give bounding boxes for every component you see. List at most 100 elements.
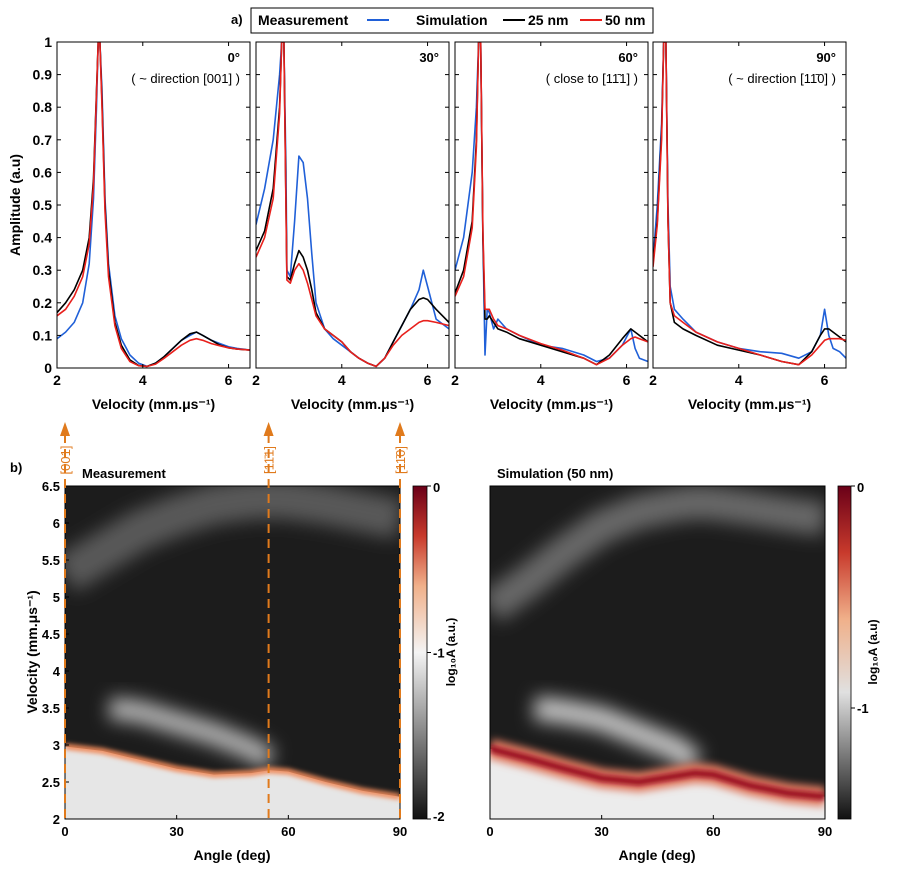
y-tick-label: 4 bbox=[53, 664, 61, 679]
direction-label: [001] bbox=[58, 446, 73, 475]
direction-label: [11̄1] bbox=[262, 446, 277, 474]
colorbar-tick-label: -2 bbox=[433, 809, 445, 824]
x-tick-label: 4 bbox=[537, 372, 545, 388]
simulation-heatmap bbox=[490, 486, 825, 819]
x-tick-label: 6 bbox=[424, 372, 432, 388]
y-tick-label: 0.2 bbox=[33, 295, 53, 311]
y-tick-label: 0.9 bbox=[33, 67, 53, 83]
y-tick-label: 6 bbox=[53, 516, 60, 531]
amplitude-axis-label: Amplitude (a.u) bbox=[7, 154, 23, 256]
x-tick-label: 90 bbox=[393, 824, 407, 839]
x-tick-label: 90 bbox=[818, 824, 832, 839]
y-tick-label: 0.5 bbox=[33, 197, 53, 213]
x-tick-label: 6 bbox=[225, 372, 233, 388]
panel-b-label: b) bbox=[10, 460, 22, 475]
colorbar-tick-label: 0 bbox=[857, 480, 864, 495]
direction-marker: [001] bbox=[58, 422, 73, 819]
angle-title: 30° bbox=[419, 50, 439, 65]
x-tick-label: 30 bbox=[169, 824, 183, 839]
x-tick-label: 2 bbox=[451, 372, 459, 388]
y-tick-label: 1 bbox=[44, 34, 52, 50]
line-chart-series bbox=[653, 42, 846, 366]
line-chart-series bbox=[57, 42, 250, 368]
x-tick-label: 2 bbox=[252, 372, 260, 388]
legend-25nm: 25 nm bbox=[528, 12, 568, 28]
panel-a-line-charts: 2 4 6 0 0.1 0.2 0.3 0.4 0.5 0.6 0.7 0.8 0.9 1 0° ( ~ di… bbox=[33, 34, 847, 412]
legend-simulation: Simulation bbox=[416, 12, 488, 28]
line-chart-series bbox=[455, 42, 648, 366]
simulation-ridge-longitudinal bbox=[490, 486, 825, 623]
direction-label: [11̄0] bbox=[393, 446, 408, 474]
x-tick-label: 4 bbox=[139, 372, 147, 388]
direction-marker: [11̄1] bbox=[262, 422, 277, 819]
direction-arrow-head bbox=[60, 422, 70, 436]
x-tick-label: 6 bbox=[821, 372, 829, 388]
x-axis-label: Velocity (mm.μs⁻¹) bbox=[291, 396, 414, 412]
direction-annotation: ( ~ direction [11̄0] ) bbox=[728, 71, 836, 86]
legend-measurement: Measurement bbox=[258, 12, 349, 28]
x-tick-label: 0 bbox=[61, 824, 68, 839]
angle-title: 90° bbox=[816, 50, 836, 65]
line-chart-2: 2 4 6 60° ( close to [11̄1] ) Velocity (mm.μs… bbox=[451, 41, 649, 412]
simulation-ridge-fast-shear bbox=[533, 696, 703, 773]
measurement-colorbar-label: log₁₀A (a.u.) bbox=[444, 618, 458, 687]
simulation-colorbar bbox=[837, 485, 852, 820]
sim-50nm-line bbox=[57, 42, 250, 368]
y-tick-label: 0.7 bbox=[33, 132, 53, 148]
legend-50nm: 50 nm bbox=[605, 12, 645, 28]
measurement-title: Measurement bbox=[82, 466, 166, 481]
x-axis-label: Velocity (mm.μs⁻¹) bbox=[490, 396, 613, 412]
measurement-axes: 0 30 60 90 2 2.5 3 3.5 4 4.5 5 5.5 6 6.5 bbox=[42, 479, 407, 839]
measurement-ridge-fast-shear bbox=[108, 697, 276, 770]
y-tick-label: 3 bbox=[53, 738, 60, 753]
y-tick-label: 0.8 bbox=[33, 99, 53, 115]
simulation-x-label: Angle (deg) bbox=[619, 847, 696, 863]
measurement-colorbar bbox=[412, 485, 428, 820]
colorbar-tick-label: -1 bbox=[433, 646, 445, 661]
simulation-ridge-quasi-shear bbox=[490, 745, 825, 801]
y-tick-label: 3.5 bbox=[42, 701, 60, 716]
line-chart-1: 2 4 6 30° Velocity (mm.μs⁻¹) bbox=[252, 41, 450, 412]
x-tick-label: 30 bbox=[594, 824, 608, 839]
direction-annotation: ( close to [11̄1] ) bbox=[546, 71, 638, 86]
measurement-x-label: Angle (deg) bbox=[194, 847, 271, 863]
x-tick-label: 6 bbox=[623, 372, 631, 388]
line-chart-bg bbox=[256, 42, 449, 368]
x-axis-label: Velocity (mm.μs⁻¹) bbox=[688, 396, 811, 412]
sim-50nm-line bbox=[256, 42, 449, 368]
line-chart-0: 2 4 6 0 0.1 0.2 0.3 0.4 0.5 0.6 0.7 0.8 0.9 1 0° ( ~ di… bbox=[33, 34, 251, 412]
y-tick-label: 0.4 bbox=[33, 230, 53, 246]
x-tick-label: 0 bbox=[486, 824, 493, 839]
colorbar-tick-label: 0 bbox=[433, 480, 440, 495]
y-tick-label: 6.5 bbox=[42, 479, 60, 494]
x-tick-label: 2 bbox=[649, 372, 657, 388]
simulation-axes-frame bbox=[489, 485, 826, 820]
direction-marker: [11̄0] bbox=[393, 422, 408, 819]
simulation-colorbar-label: log₁₀A (a.u) bbox=[866, 619, 880, 684]
y-tick-label: 0.6 bbox=[33, 164, 53, 180]
x-tick-label: 60 bbox=[706, 824, 720, 839]
angle-title: 0° bbox=[228, 50, 240, 65]
direction-markers: [001] [11̄1] [11̄0] bbox=[58, 422, 408, 819]
x-tick-label: 4 bbox=[735, 372, 743, 388]
measurement-heatmap bbox=[65, 486, 400, 819]
y-tick-label: 2.5 bbox=[42, 775, 60, 790]
x-tick-label: 2 bbox=[53, 372, 61, 388]
direction-arrow-head bbox=[263, 422, 274, 436]
x-tick-label: 60 bbox=[281, 824, 295, 839]
x-axis-label: Velocity (mm.μs⁻¹) bbox=[92, 396, 215, 412]
line-chart-series bbox=[256, 42, 449, 368]
sim-50nm-line bbox=[455, 42, 648, 366]
y-tick-label: 0 bbox=[44, 360, 52, 376]
line-chart-bg bbox=[57, 42, 250, 368]
measurement-ridge-longitudinal bbox=[65, 486, 400, 592]
y-tick-label: 5 bbox=[53, 590, 60, 605]
x-tick-label: 4 bbox=[338, 372, 346, 388]
y-tick-label: 4.5 bbox=[42, 627, 60, 642]
y-tick-label: 0.1 bbox=[33, 327, 53, 343]
panel-a-label: a) bbox=[231, 12, 243, 27]
measurement-ridge-quasi-shear bbox=[65, 743, 400, 800]
line-chart-3: 2 4 6 90° ( ~ direction [11̄0] ) Velocity (mm… bbox=[649, 41, 847, 412]
colorbar-tick-label: -1 bbox=[857, 701, 869, 716]
